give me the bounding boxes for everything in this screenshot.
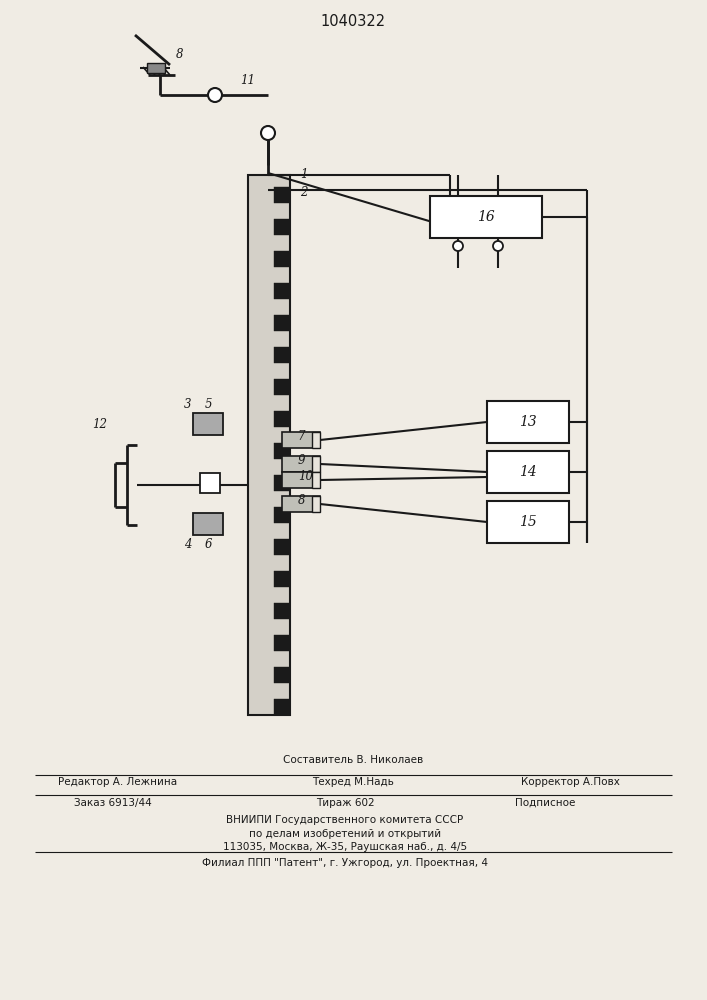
Text: 2: 2 [300, 186, 308, 198]
Bar [274, 219, 290, 235]
Text: Техред М.Надь: Техред М.Надь [312, 777, 394, 787]
Text: 14: 14 [519, 465, 537, 479]
Text: 3: 3 [185, 398, 192, 412]
Circle shape [208, 88, 222, 102]
Text: 9: 9 [298, 454, 305, 466]
Bar [274, 315, 290, 331]
Text: 8: 8 [176, 48, 184, 62]
Text: Редактор А. Лежнина: Редактор А. Лежнина [59, 777, 177, 787]
Text: 4: 4 [185, 538, 192, 552]
Text: Заказ 6913/44: Заказ 6913/44 [74, 798, 152, 808]
Bar [274, 251, 290, 267]
Bar [282, 496, 320, 512]
Text: 6: 6 [204, 538, 212, 552]
Text: по делам изобретений и открытий: по делам изобретений и открытий [249, 829, 441, 839]
Text: 113035, Москва, Ж-35, Раушская наб., д. 4/5: 113035, Москва, Ж-35, Раушская наб., д. … [223, 842, 467, 852]
Text: 8: 8 [298, 493, 305, 506]
Bar [274, 475, 290, 491]
Bar [487, 401, 569, 443]
Text: Подписное: Подписное [515, 798, 575, 808]
Bar [274, 667, 290, 683]
Text: 15: 15 [519, 515, 537, 529]
Bar [147, 63, 165, 73]
Text: 11: 11 [240, 74, 255, 87]
Bar [274, 379, 290, 395]
Bar [193, 413, 223, 435]
Bar [274, 603, 290, 619]
Text: Филиал ППП "Патент", г. Ужгород, ул. Проектная, 4: Филиал ППП "Патент", г. Ужгород, ул. Про… [202, 858, 488, 868]
Bar [200, 473, 220, 493]
Text: 1: 1 [300, 168, 308, 182]
Bar [274, 571, 290, 587]
Bar [274, 507, 290, 523]
Bar [274, 411, 290, 427]
Circle shape [493, 241, 503, 251]
Bar [282, 472, 320, 488]
Bar [312, 432, 320, 448]
Bar [274, 539, 290, 555]
Bar [274, 443, 290, 459]
Bar [274, 347, 290, 363]
Bar [274, 187, 290, 203]
Bar [487, 451, 569, 493]
Text: 12: 12 [93, 418, 107, 432]
Bar [248, 175, 290, 715]
Bar [312, 496, 320, 512]
Text: 1040322: 1040322 [320, 14, 385, 29]
Bar [282, 432, 320, 448]
Text: 7: 7 [298, 430, 305, 442]
Bar [430, 196, 542, 238]
Bar [193, 513, 223, 535]
Text: Корректор А.Повх: Корректор А.Повх [520, 777, 619, 787]
Text: 16: 16 [477, 210, 495, 224]
Text: ВНИИПИ Государственного комитета СССР: ВНИИПИ Государственного комитета СССР [226, 815, 464, 825]
Bar [274, 699, 290, 715]
Text: 10: 10 [298, 470, 313, 483]
Bar [274, 635, 290, 651]
Text: 13: 13 [519, 415, 537, 429]
Bar [282, 456, 320, 472]
Bar [312, 456, 320, 472]
Text: Составитель В. Николаев: Составитель В. Николаев [283, 755, 423, 765]
Text: Тираж 602: Тираж 602 [316, 798, 374, 808]
Bar [312, 472, 320, 488]
Circle shape [261, 126, 275, 140]
Circle shape [453, 241, 463, 251]
Bar [274, 283, 290, 299]
Text: 5: 5 [204, 398, 212, 412]
Bar [487, 501, 569, 543]
